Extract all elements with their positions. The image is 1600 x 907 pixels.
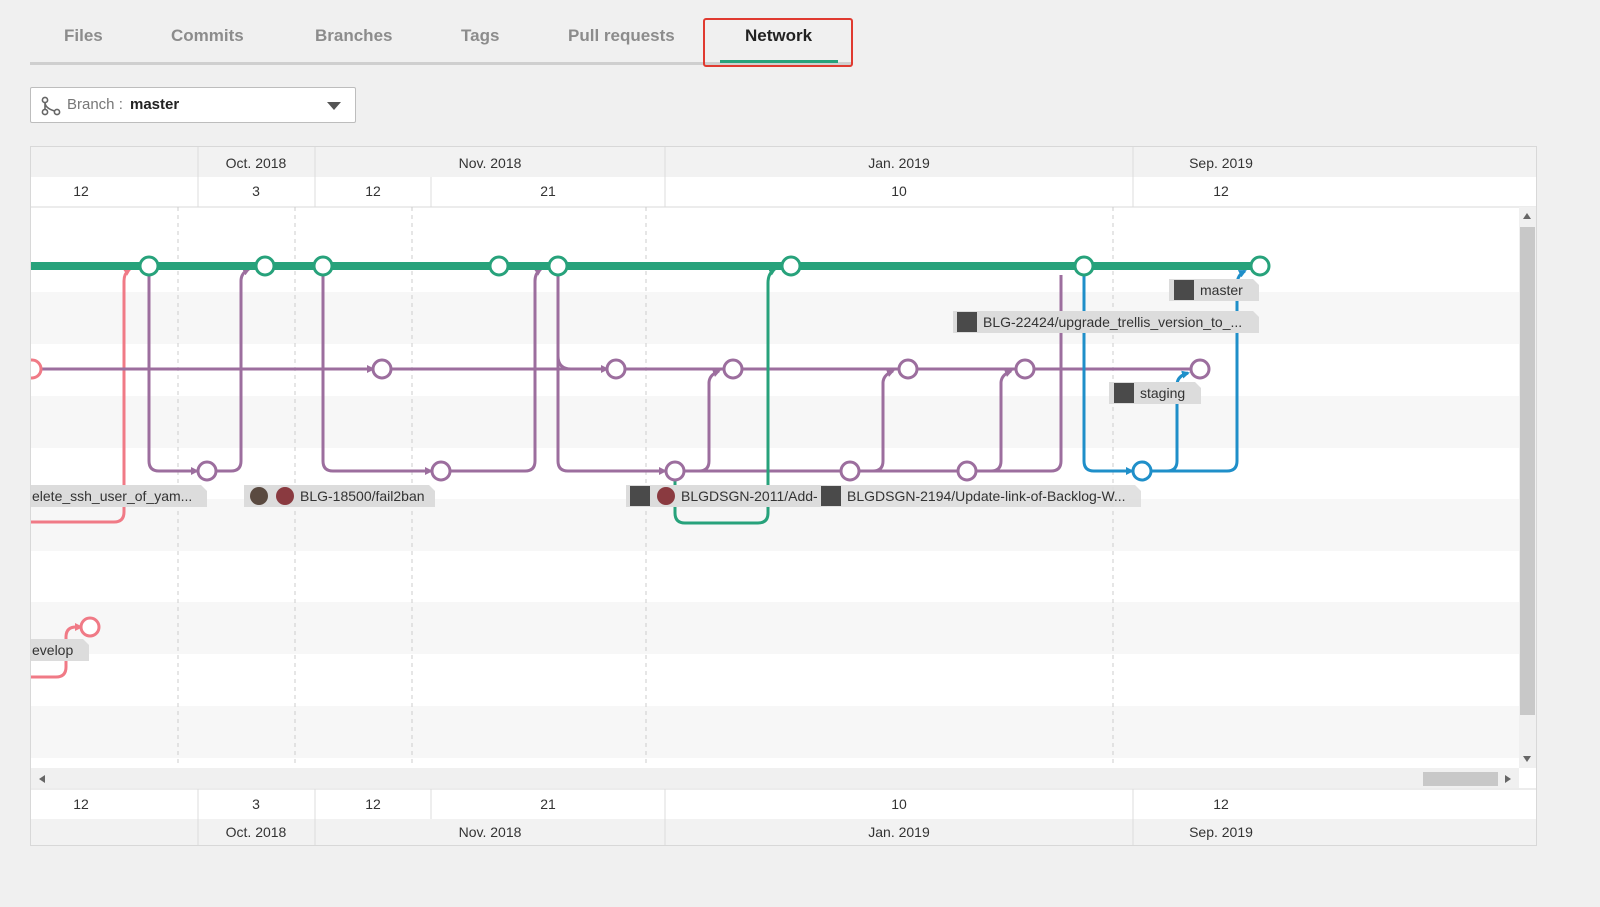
- commit-node[interactable]: [371, 358, 393, 380]
- horizontal-scroll-thumb[interactable]: [1423, 772, 1498, 786]
- hotfix-branch-line: [673, 267, 777, 525]
- ref-label-text: elete_ssh_user_of_yam...: [32, 488, 192, 504]
- active-tab-highlight: [703, 18, 853, 67]
- chevron-down-icon: [327, 102, 341, 110]
- branch-selector[interactable]: Branch : master: [30, 87, 356, 123]
- ref-label-text: BLG-18500/fail2ban: [300, 488, 425, 504]
- axis-day: 10: [891, 183, 907, 199]
- tab-branches[interactable]: Branches: [315, 26, 393, 45]
- commit-node[interactable]: [312, 255, 334, 277]
- axis-day: 3: [252, 183, 260, 199]
- avatar: [1174, 280, 1194, 300]
- axis-day: 10: [891, 796, 907, 812]
- commit-node[interactable]: [897, 358, 919, 380]
- commit-node[interactable]: [1073, 255, 1095, 277]
- branch-selector-label: Branch :: [67, 96, 123, 113]
- branch-selector-value: master: [130, 96, 180, 113]
- axis-month-jan-2019: Jan. 2019: [868, 824, 930, 840]
- branch-icon: [41, 96, 61, 121]
- axis-month-sep-2019: Sep. 2019: [1189, 155, 1253, 171]
- scroll-right-icon[interactable]: [1505, 775, 1511, 783]
- axis-month-oct-2018: Oct. 2018: [226, 155, 287, 171]
- ref-label-text: staging: [1140, 385, 1185, 401]
- axis-month-sep-2019: Sep. 2019: [1189, 824, 1253, 840]
- commit-node[interactable]: [547, 255, 569, 277]
- tab-bar: Files Commits Branches Tags Pull request…: [30, 18, 852, 65]
- avatar: [276, 487, 294, 505]
- commit-node[interactable]: [79, 616, 101, 638]
- commit-node[interactable]: [1249, 255, 1271, 277]
- axis-month-nov-2018: Nov. 2018: [459, 155, 522, 171]
- avatar: [630, 486, 650, 506]
- commit-node[interactable]: [839, 460, 861, 482]
- scroll-left-icon[interactable]: [39, 775, 45, 783]
- ref-label-upgrade-trellis[interactable]: BLG-22424/upgrade_trellis_version_to_...: [953, 311, 1259, 333]
- ref-label-text: master: [1200, 282, 1243, 298]
- ref-label-delete-ssh[interactable]: elete_ssh_user_of_yam...: [31, 485, 207, 507]
- commit-node[interactable]: [780, 255, 802, 277]
- ref-label-text: BLG-22424/upgrade_trellis_version_to_...: [983, 314, 1242, 330]
- avatar: [250, 487, 268, 505]
- tab-tags[interactable]: Tags: [461, 26, 500, 45]
- ref-label-fail2ban[interactable]: BLG-18500/fail2ban: [244, 485, 435, 507]
- commit-node[interactable]: [1131, 460, 1153, 482]
- avatar: [957, 312, 977, 332]
- avatar: [821, 486, 841, 506]
- commit-node[interactable]: [31, 358, 43, 380]
- scroll-up-icon[interactable]: [1523, 213, 1531, 219]
- tab-files[interactable]: Files: [64, 26, 103, 45]
- commit-node[interactable]: [196, 460, 218, 482]
- network-graph[interactable]: Oct. 2018 Nov. 2018 Jan. 2019 Sep. 2019 …: [30, 146, 1537, 846]
- axis-day: 21: [540, 796, 556, 812]
- upgrade-branch-lines: [1082, 269, 1247, 475]
- graph-row-stripes: [31, 292, 1521, 758]
- commit-node[interactable]: [430, 460, 452, 482]
- commit-node[interactable]: [254, 255, 276, 277]
- tab-pull-requests[interactable]: Pull requests: [568, 26, 675, 45]
- vertical-scrollbar[interactable]: [1519, 207, 1537, 768]
- ref-label-develop[interactable]: evelop: [31, 639, 89, 661]
- commit-node[interactable]: [1189, 358, 1211, 380]
- tab-network[interactable]: Network: [745, 26, 813, 45]
- ref-label-text: BLGDSGN-2011/Add-: [681, 488, 818, 504]
- commit-node[interactable]: [956, 460, 978, 482]
- ref-label-text: BLGDSGN-2194/Update-link-of-Backlog-W...: [847, 488, 1126, 504]
- axis-day: 12: [73, 796, 89, 812]
- axis-day: 21: [540, 183, 556, 199]
- scroll-down-icon[interactable]: [1523, 756, 1531, 762]
- ref-label-text: evelop: [32, 642, 73, 658]
- active-tab-underline: [720, 60, 838, 63]
- axis-day: 12: [365, 796, 381, 812]
- horizontal-scrollbar[interactable]: [31, 768, 1519, 788]
- axis-day: 12: [1213, 796, 1229, 812]
- avatar: [1114, 383, 1134, 403]
- commit-node[interactable]: [488, 255, 510, 277]
- commit-node[interactable]: [1014, 358, 1036, 380]
- avatar: [657, 487, 675, 505]
- commit-node[interactable]: [605, 358, 627, 380]
- ref-label-blgdsgn-2011[interactable]: BLGDSGN-2011/Add-: [626, 485, 827, 507]
- vertical-scroll-thumb[interactable]: [1520, 227, 1535, 715]
- axis-month-oct-2018: Oct. 2018: [226, 824, 287, 840]
- tab-commits[interactable]: Commits: [171, 26, 244, 45]
- ref-label-blgdsgn-2194[interactable]: BLGDSGN-2194/Update-link-of-Backlog-W...: [817, 485, 1141, 507]
- ref-label-master[interactable]: master: [1169, 279, 1259, 301]
- ref-label-staging[interactable]: staging: [1109, 382, 1201, 404]
- commit-node[interactable]: [722, 358, 744, 380]
- axis-day: 12: [365, 183, 381, 199]
- axis-month-nov-2018: Nov. 2018: [459, 824, 522, 840]
- commit-node[interactable]: [664, 460, 686, 482]
- axis-separators: [197, 147, 1134, 845]
- axis-day: 3: [252, 796, 260, 812]
- axis-month-jan-2019: Jan. 2019: [868, 155, 930, 171]
- commit-node[interactable]: [138, 255, 160, 277]
- axis-day: 12: [73, 183, 89, 199]
- axis-day: 12: [1213, 183, 1229, 199]
